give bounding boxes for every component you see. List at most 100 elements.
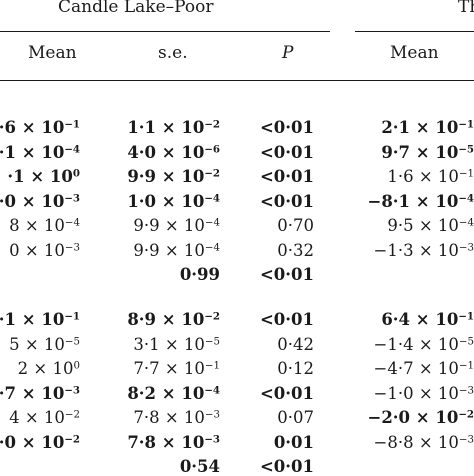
group-header-candle-lake-poor: Candle Lake–Poor <box>58 0 214 16</box>
mean-cell-value: ·1 × 10 <box>0 143 64 162</box>
p-cell-value: 0·01 <box>274 433 314 452</box>
mean-right-cell: −2·0 × 10−2 <box>368 410 474 427</box>
mean-cell-exponent: −4 <box>65 217 80 228</box>
mean-cell-exponent: −2 <box>65 409 80 420</box>
mean-right-cell-value: 1·6 × 10 <box>387 167 459 186</box>
p-cell: <0·01 <box>260 120 314 137</box>
p-cell-value: <0·01 <box>260 167 314 186</box>
col-header-se: s.e. <box>158 45 188 62</box>
mean-right-cell-exponent: −3 <box>459 385 474 396</box>
se-cell-exponent: −4 <box>205 242 220 253</box>
se-cell-value: 9·9 × 10 <box>127 167 204 186</box>
mean-cell-exponent: −2 <box>64 433 80 445</box>
mean-right-cell: −4·7 × 10−1 <box>374 361 474 378</box>
se-cell-exponent: −1 <box>205 360 220 371</box>
group-header-right-truncated: Th <box>458 0 474 16</box>
mean-right-cell-exponent: −4 <box>459 217 474 228</box>
p-cell: 0·01 <box>274 435 314 452</box>
mean-cell-exponent: −1 <box>64 310 80 322</box>
col-header-mean-right: Mean <box>390 45 439 62</box>
p-cell: <0·01 <box>260 169 314 186</box>
mean-right-cell-exponent: −1 <box>458 118 474 130</box>
p-cell-value: <0·01 <box>260 143 314 162</box>
mean-right-cell-exponent: −3 <box>459 434 474 445</box>
p-cell-value: 0·12 <box>277 359 314 378</box>
mean-cell: ·1 × 10−1 <box>0 312 80 329</box>
mean-cell: 2 × 100 <box>18 361 80 378</box>
mean-cell-value: ·6 × 10 <box>0 118 64 137</box>
mean-cell-exponent: 0 <box>73 167 80 179</box>
p-cell-value: <0·01 <box>260 310 314 329</box>
mean-right-cell: 9·5 × 10−4 <box>387 218 474 235</box>
se-cell-value: 0·99 <box>180 265 220 284</box>
se-cell-value: 7·8 × 10 <box>133 408 205 427</box>
se-cell-exponent: −2 <box>204 310 220 322</box>
mean-right-cell: 1·6 × 10−1 <box>387 169 474 186</box>
mean-right-cell-value: −4·7 × 10 <box>374 359 459 378</box>
se-cell: 1·0 × 10−4 <box>127 194 220 211</box>
mean-right-cell-value: 9·5 × 10 <box>387 216 459 235</box>
p-cell: 0·07 <box>277 410 314 427</box>
mean-right-cell-exponent: −3 <box>459 242 474 253</box>
mean-cell-value: ·0 × 10 <box>0 433 64 452</box>
mean-cell-value: ·1 × 10 <box>0 310 64 329</box>
p-cell: <0·01 <box>260 312 314 329</box>
mean-right-cell-exponent: −1 <box>458 310 474 322</box>
mean-right-cell-exponent: −1 <box>459 360 474 371</box>
se-cell: 1·1 × 10−2 <box>127 120 220 137</box>
mean-right-cell-exponent: −1 <box>459 168 474 179</box>
mean-cell-exponent: −3 <box>64 384 80 396</box>
mean-right-cell-value: 6·4 × 10 <box>381 310 458 329</box>
p-cell-value: <0·01 <box>260 118 314 137</box>
se-cell: 0·99 <box>180 267 220 284</box>
p-cell: <0·01 <box>260 194 314 211</box>
mean-cell: ·0 × 10−3 <box>0 194 80 211</box>
p-cell: 0·70 <box>277 218 314 235</box>
p-cell: <0·01 <box>260 267 314 284</box>
mean-cell: 4 × 10−2 <box>9 410 80 427</box>
mean-cell: 8 × 10−4 <box>9 218 80 235</box>
mean-right-cell-value: −8·1 × 10 <box>368 192 459 211</box>
se-cell-exponent: −2 <box>204 167 220 179</box>
se-cell: 7·7 × 10−1 <box>133 361 220 378</box>
header-bottom-rule <box>0 80 474 81</box>
se-cell: 7·8 × 10−3 <box>133 410 220 427</box>
p-cell-value: 0·42 <box>277 335 314 354</box>
mean-cell-exponent: −5 <box>65 336 80 347</box>
se-cell-exponent: −6 <box>204 143 220 155</box>
mean-right-cell-value: 2·1 × 10 <box>381 118 458 137</box>
p-cell: <0·01 <box>260 145 314 162</box>
col-header-p: P <box>282 45 293 62</box>
mean-right-cell: 6·4 × 10−1 <box>381 312 474 329</box>
mean-right-cell-value: −1·0 × 10 <box>374 384 459 403</box>
mean-right-cell-exponent: −5 <box>459 336 474 347</box>
p-cell-value: 0·07 <box>277 408 314 427</box>
mean-right-cell-exponent: −5 <box>458 143 474 155</box>
se-cell-value: 9·9 × 10 <box>133 216 205 235</box>
se-cell-exponent: −5 <box>205 336 220 347</box>
se-cell-value: 8·2 × 10 <box>127 384 204 403</box>
mean-cell-value: 0 × 10 <box>9 241 65 260</box>
mean-right-cell-value: −1·4 × 10 <box>374 335 459 354</box>
mean-cell-value: ·0 × 10 <box>0 192 64 211</box>
se-cell: 9·9 × 10−4 <box>133 243 220 260</box>
p-cell-value: <0·01 <box>260 457 314 476</box>
se-cell: 4·0 × 10−6 <box>127 145 220 162</box>
p-cell-value: 0·70 <box>277 216 314 235</box>
p-cell-value: <0·01 <box>260 192 314 211</box>
mean-right-cell: 2·1 × 10−1 <box>381 120 474 137</box>
se-cell-value: 4·0 × 10 <box>127 143 204 162</box>
mean-cell-exponent: −4 <box>64 143 80 155</box>
mean-right-cell: −8·1 × 10−4 <box>368 194 474 211</box>
se-cell: 9·9 × 10−2 <box>127 169 220 186</box>
mean-cell-value: 2 × 10 <box>18 359 74 378</box>
se-cell-exponent: −3 <box>205 409 220 420</box>
p-cell: <0·01 <box>260 459 314 476</box>
p-cell-value: <0·01 <box>260 384 314 403</box>
se-cell-value: 1·0 × 10 <box>127 192 204 211</box>
se-cell: 0·54 <box>180 459 220 476</box>
mean-cell: ·6 × 10−1 <box>0 120 80 137</box>
se-cell-value: 0·54 <box>180 457 220 476</box>
mean-cell: ·1 × 100 <box>7 169 80 186</box>
p-cell: 0·32 <box>277 243 314 260</box>
